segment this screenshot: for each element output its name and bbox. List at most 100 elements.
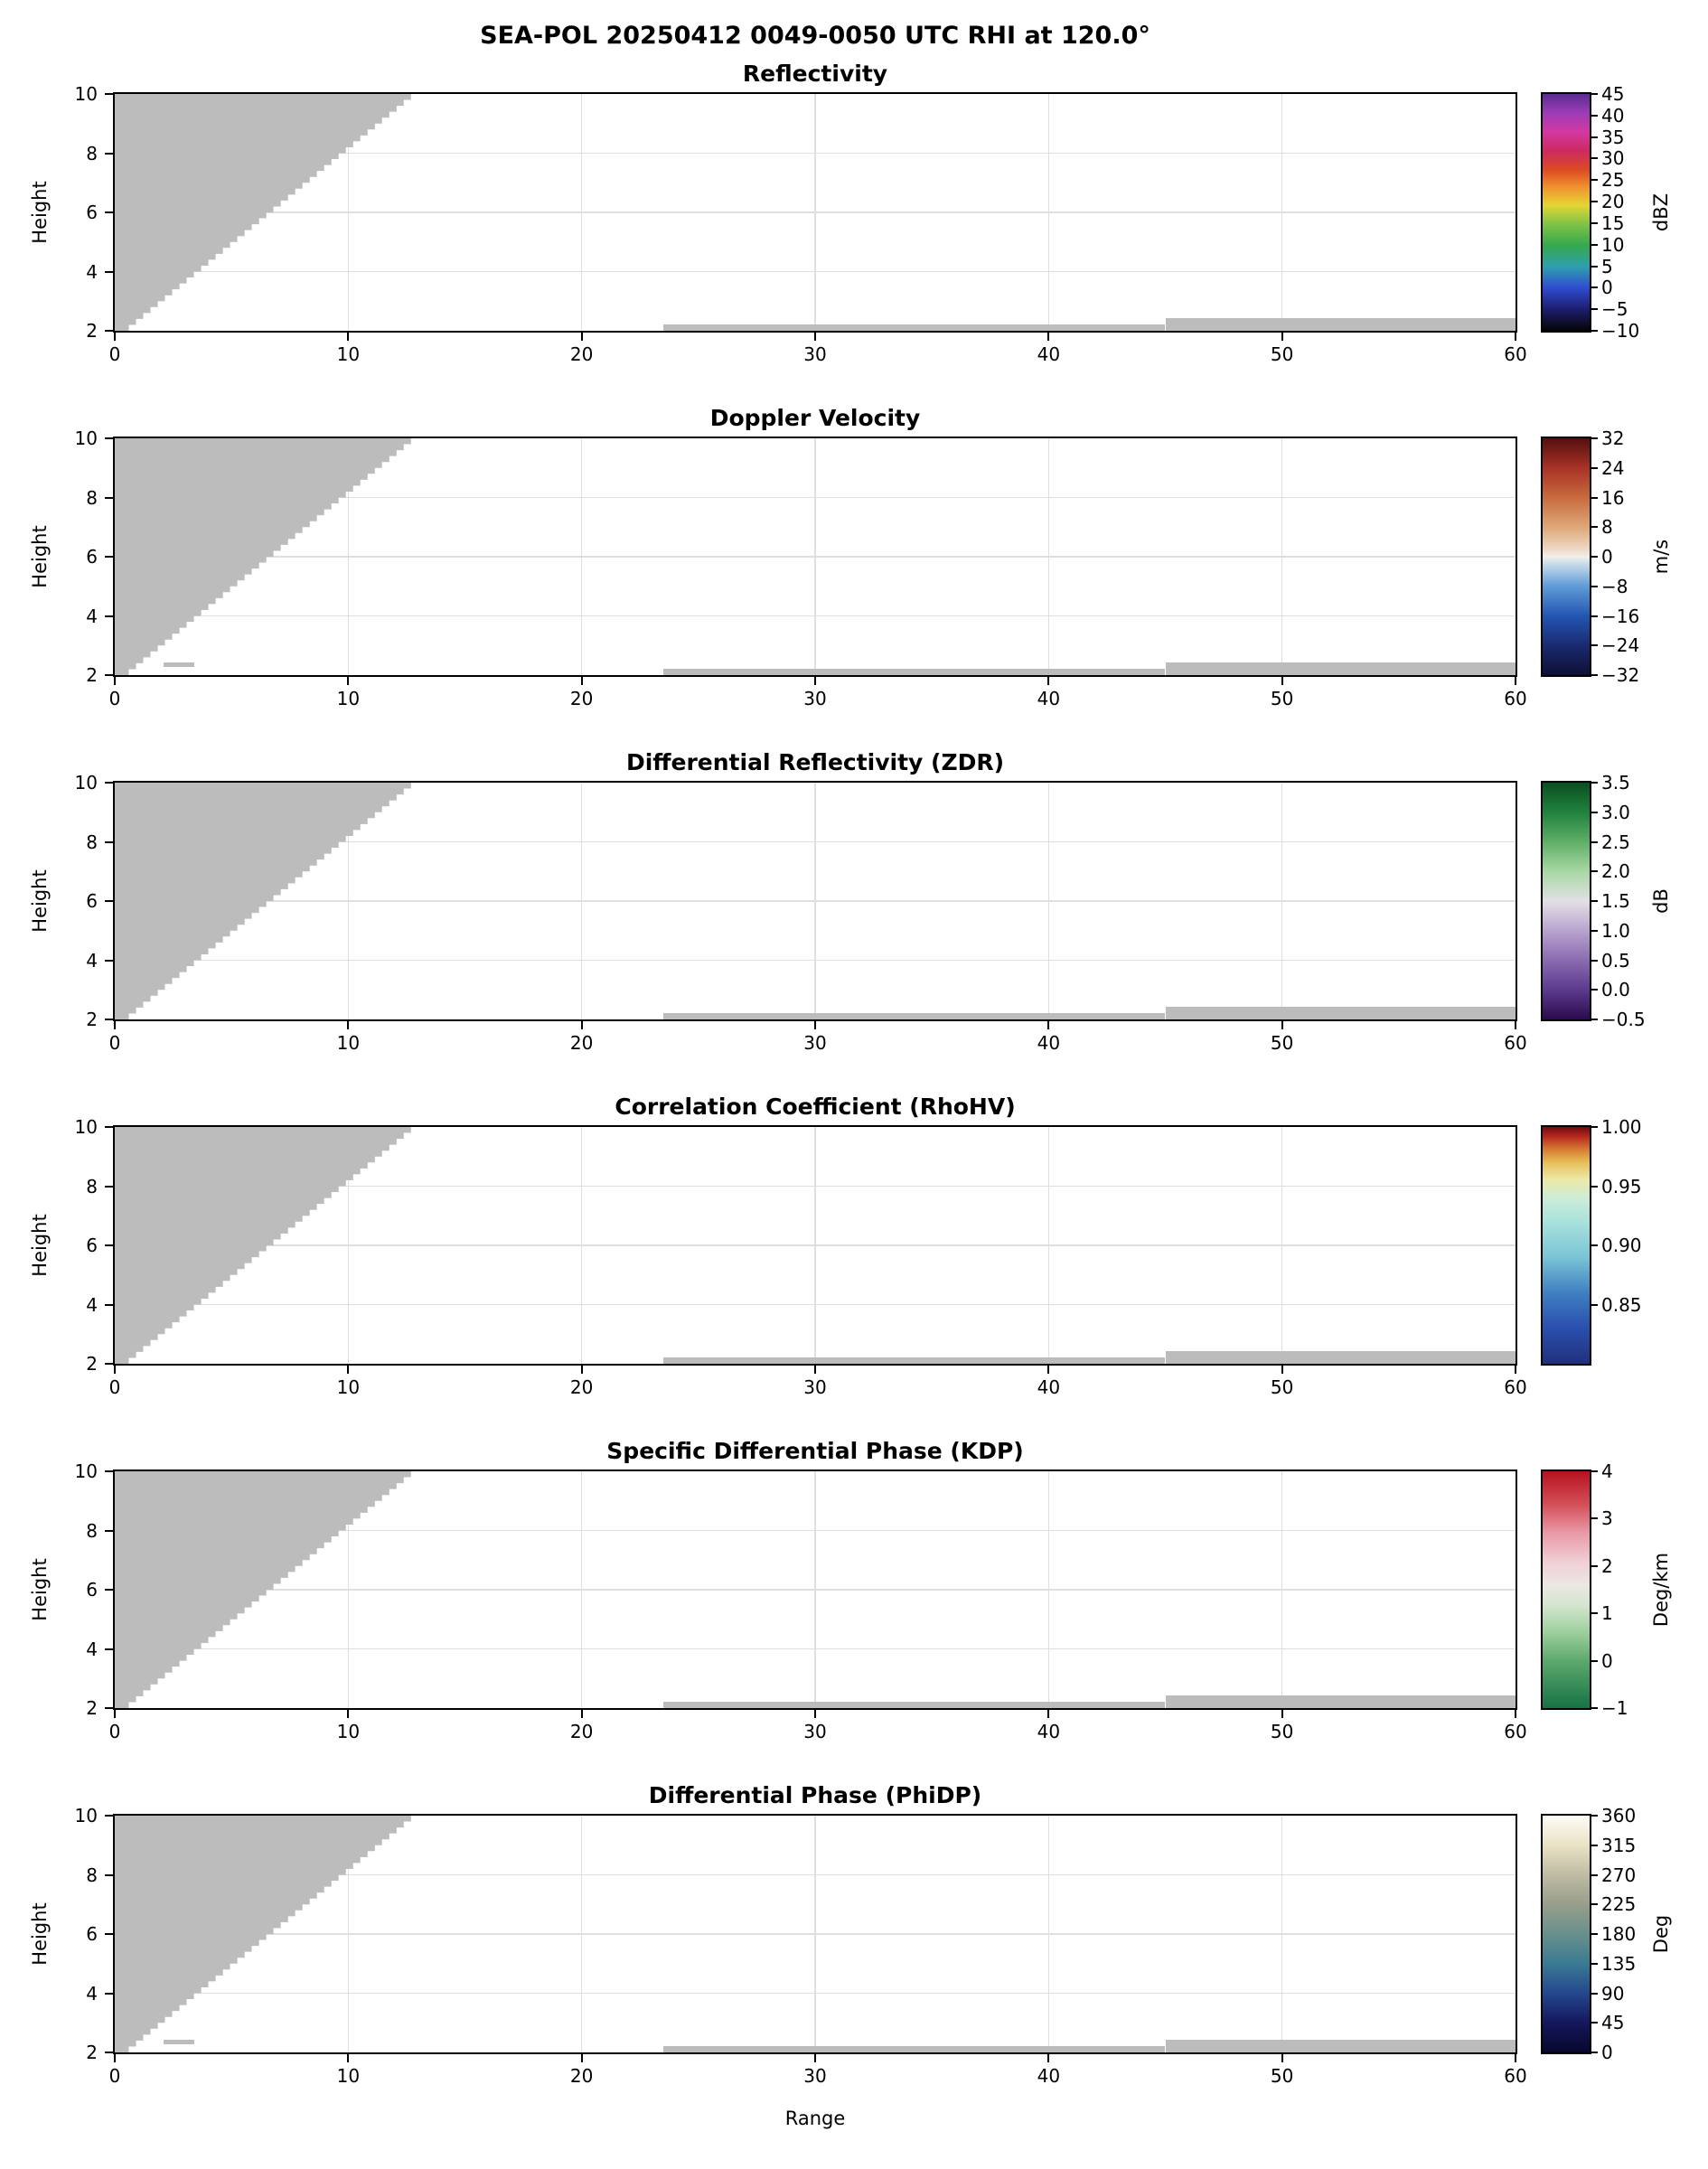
colorbar-tick-label: 30 <box>1601 147 1625 170</box>
gridline-horizontal <box>115 1992 1516 1995</box>
colorbar-kdp <box>1541 1469 1591 1710</box>
x-tick-mark <box>1281 677 1283 685</box>
y-tick-mark <box>105 496 113 499</box>
no-data-strip <box>1165 1351 1516 1364</box>
y-tick-mark <box>105 1303 113 1306</box>
x-tick-mark <box>347 1710 350 1718</box>
x-tick-label: 0 <box>108 1376 121 1398</box>
y-tick-label: 8 <box>86 142 98 164</box>
x-tick-mark <box>1047 1366 1050 1374</box>
no-data-strip <box>663 2045 1166 2052</box>
panel-title-kdp: Specific Differential Phase (KDP) <box>606 1438 1024 1464</box>
y-tick-label: 8 <box>86 486 98 509</box>
x-tick-label: 60 <box>1504 688 1527 709</box>
colorbar-tick-label: 1.00 <box>1601 1116 1642 1138</box>
no-data-strip <box>663 1357 1166 1364</box>
y-tick-mark <box>105 1185 113 1188</box>
colorbar-tick-label: 0 <box>1601 2042 1613 2063</box>
y-tick-label: 6 <box>86 1235 98 1256</box>
colorbar-tick-label: −1 <box>1601 1697 1628 1719</box>
y-tick-label: 4 <box>86 1293 98 1316</box>
colorbar-tick-label: 0.5 <box>1601 949 1630 972</box>
x-tick-label: 30 <box>803 688 827 709</box>
x-tick-mark <box>1281 2054 1283 2062</box>
x-tick-mark <box>580 333 583 341</box>
gridline-horizontal <box>115 1648 1516 1650</box>
colorbar-tick-mark <box>1591 1844 1598 1846</box>
y-tick-mark <box>105 1933 113 1935</box>
colorbar-tick-label: 15 <box>1601 211 1625 234</box>
colorbar-tick-label: 0 <box>1601 546 1613 568</box>
colorbar-tick-mark <box>1591 929 1598 932</box>
colorbar-tick-mark <box>1591 437 1598 439</box>
x-tick-mark <box>814 2054 816 2062</box>
colorbar-tick-label: 3.5 <box>1601 772 1630 793</box>
plot-area-phidp <box>113 1814 1517 2054</box>
y-tick-label: 6 <box>86 890 98 912</box>
x-tick-mark <box>347 677 350 685</box>
gridline-horizontal <box>115 840 1516 843</box>
colorbar-tick-label: −24 <box>1601 634 1640 657</box>
colorbar-unit-label: dB <box>1650 888 1672 914</box>
colorbar-tick-label: 45 <box>1601 2012 1625 2034</box>
colorbar-tick-mark <box>1591 466 1598 469</box>
no-data-strip <box>1165 662 1516 675</box>
y-tick-mark <box>105 782 113 784</box>
x-tick-mark <box>1047 1021 1050 1029</box>
x-axis-label: Range <box>784 2108 846 2129</box>
x-tick-mark <box>114 333 116 341</box>
colorbar-tick-label: 270 <box>1601 1864 1637 1886</box>
colorbar-tick-label: 16 <box>1601 486 1625 509</box>
x-tick-label: 50 <box>1270 2065 1294 2087</box>
colorbar-tick-mark <box>1591 157 1598 160</box>
colorbar-tick-mark <box>1591 674 1598 676</box>
colorbar-tick-mark <box>1591 840 1598 843</box>
colorbar-tick-mark <box>1591 1903 1598 1906</box>
x-tick-label: 20 <box>569 1032 594 1054</box>
colorbar-tick-label: 0 <box>1601 1649 1613 1672</box>
colorbar-tick-mark <box>1591 2052 1598 2053</box>
x-tick-label: 40 <box>1037 1032 1061 1054</box>
plot-area-kdp <box>113 1469 1517 1710</box>
colorbar-tick-mark <box>1591 989 1598 991</box>
colorbar-tick-mark <box>1591 179 1598 182</box>
colorbar-tick-label: 90 <box>1601 1982 1625 2005</box>
no-data-strip <box>1165 1695 1516 1708</box>
figure-title: SEA-POL 20250412 0049-0050 UTC RHI at 12… <box>480 22 1150 50</box>
x-tick-mark <box>1281 1366 1283 1374</box>
x-tick-label: 10 <box>336 343 361 365</box>
gridline-horizontal <box>115 1185 1516 1188</box>
colorbar-tick-label: 0.90 <box>1601 1235 1642 1256</box>
x-tick-mark <box>1515 1710 1516 1718</box>
gridline-horizontal <box>115 1873 1516 1876</box>
panel-title-rhohv: Correlation Coefficient (RhoHV) <box>615 1094 1016 1120</box>
x-tick-label: 40 <box>1037 688 1061 709</box>
y-tick-mark <box>105 93 113 95</box>
y-tick-label: 2 <box>86 1009 98 1030</box>
x-tick-label: 50 <box>1270 1376 1294 1398</box>
x-tick-mark <box>580 677 583 685</box>
x-tick-label: 10 <box>336 1032 361 1054</box>
colorbar-unit-label: dBZ <box>1650 192 1672 232</box>
y-tick-mark <box>105 330 113 332</box>
y-tick-label: 8 <box>86 1175 98 1197</box>
colorbar-tick-mark <box>1591 1517 1598 1520</box>
colorbar-tick-label: 10 <box>1601 233 1625 256</box>
gridline-horizontal <box>115 556 1516 558</box>
colorbar-tick-label: 8 <box>1601 516 1613 539</box>
y-tick-label: 10 <box>74 1116 98 1138</box>
colorbar-tick-label: 225 <box>1601 1893 1637 1916</box>
colorbar-tick-label: 3 <box>1601 1507 1613 1530</box>
y-tick-label: 4 <box>86 949 98 972</box>
x-tick-mark <box>1515 677 1516 685</box>
colorbar-tick-mark <box>1591 221 1598 224</box>
colorbar-tick-mark <box>1591 1707 1598 1709</box>
x-tick-mark <box>580 2054 583 2062</box>
x-tick-mark <box>114 677 116 685</box>
x-tick-label: 40 <box>1037 1376 1061 1398</box>
colorbar-tick-mark <box>1591 1185 1598 1188</box>
colorbar-tick-mark <box>1591 496 1598 499</box>
y-tick-mark <box>105 1648 113 1650</box>
colorbar-tick-mark <box>1591 1962 1598 1965</box>
